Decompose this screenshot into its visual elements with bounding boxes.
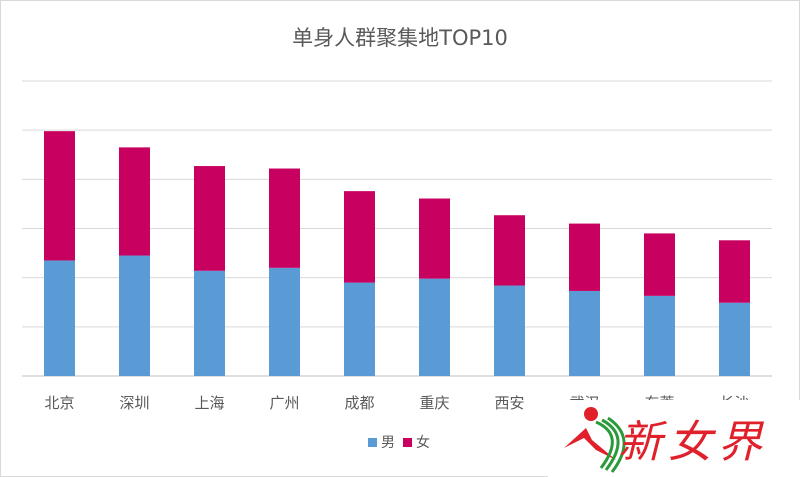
x-tick-label: 重庆 bbox=[419, 394, 449, 412]
bar-male bbox=[419, 278, 450, 376]
x-tick-label: 西安 bbox=[494, 394, 524, 412]
watermark-text: 新女界 bbox=[618, 417, 768, 468]
legend-label-male: 男 bbox=[381, 435, 395, 451]
x-tick-label: 成都 bbox=[344, 394, 374, 412]
bar-female bbox=[194, 166, 225, 271]
runner-logo-icon bbox=[564, 407, 626, 473]
x-tick-label: 上海 bbox=[194, 394, 224, 412]
legend-item-female: 女 bbox=[403, 432, 430, 452]
bar-female bbox=[344, 191, 375, 283]
bar-female bbox=[269, 168, 300, 268]
bar-female bbox=[644, 233, 675, 296]
bar-female bbox=[44, 131, 75, 261]
bar-female bbox=[119, 147, 150, 256]
bar-female bbox=[719, 240, 750, 303]
bar-male bbox=[269, 267, 300, 376]
legend-swatch-female bbox=[403, 437, 412, 447]
bar-male bbox=[494, 285, 525, 376]
bar-male bbox=[119, 255, 150, 376]
legend-label-female: 女 bbox=[416, 435, 430, 451]
bar-female bbox=[569, 223, 600, 291]
bar-male bbox=[569, 290, 600, 376]
bar-female bbox=[419, 198, 450, 279]
bar-male bbox=[719, 302, 750, 376]
bar-male bbox=[644, 295, 675, 376]
bar-male bbox=[344, 282, 375, 376]
watermark-logo: 新女界 bbox=[548, 400, 800, 477]
bar-male bbox=[194, 270, 225, 376]
x-tick-label: 广州 bbox=[269, 394, 299, 412]
legend-swatch-male bbox=[368, 437, 377, 447]
x-tick-label: 北京 bbox=[44, 394, 74, 412]
legend-item-male: 男 bbox=[368, 432, 395, 452]
bar-male bbox=[44, 260, 75, 376]
legend: 男 女 bbox=[368, 432, 430, 452]
chart-title: 单身人群聚集地TOP10 bbox=[292, 26, 508, 50]
x-tick-label: 深圳 bbox=[119, 394, 149, 412]
bar-female bbox=[494, 215, 525, 286]
